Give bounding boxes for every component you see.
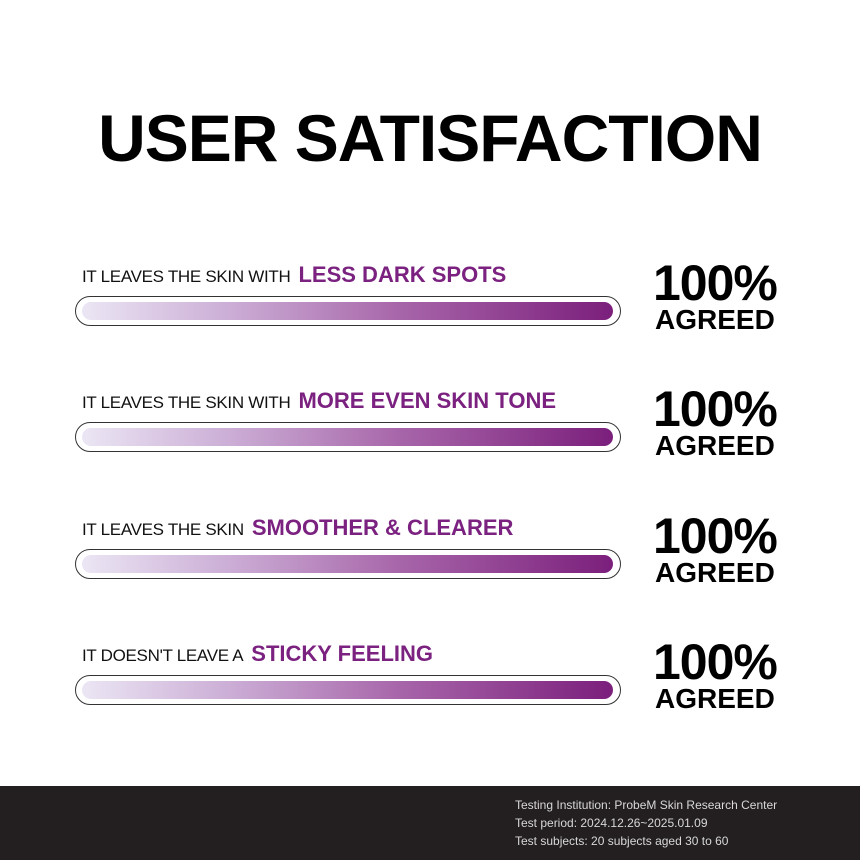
percent-value: 100% <box>653 508 778 564</box>
percent-value: 100% <box>653 381 778 437</box>
statement: IT LEAVES THE SKIN WITH MORE EVEN SKIN TO… <box>82 388 556 418</box>
statement-highlight: LESS DARK SPOTS <box>298 262 507 287</box>
test-subjects: Test subjects: 20 subjects aged 30 to 60 <box>515 834 729 848</box>
progress-bar <box>75 296 621 326</box>
testing-institution: Testing Institution: ProbeM Skin Researc… <box>515 798 778 812</box>
statement: IT DOESN'T LEAVE A STICKY FEELING <box>82 641 433 671</box>
statement-highlight: STICKY FEELING <box>251 641 434 666</box>
statement-highlight: SMOOTHER & CLEARER <box>251 515 514 540</box>
statement: IT LEAVES THE SKIN WITH LESS DARK SPOTS <box>82 262 506 292</box>
progress-bar <box>75 549 621 579</box>
satisfaction-row: IT DOESN'T LEAVE A STICKY FEELING 100% AG… <box>0 637 860 721</box>
statement-prefix: IT LEAVES THE SKIN WITH <box>82 267 291 286</box>
satisfaction-row: IT LEAVES THE SKIN WITH LESS DARK SPOTS 1… <box>0 258 860 342</box>
agreed-label: AGREED <box>655 683 775 714</box>
statement-prefix: IT LEAVES THE SKIN <box>82 520 244 539</box>
statement: IT LEAVES THE SKIN SMOOTHER & CLEARER <box>82 515 513 545</box>
page-title: USER SATISFACTION <box>98 101 763 175</box>
satisfaction-row: IT LEAVES THE SKIN WITH MORE EVEN SKIN TO… <box>0 384 860 468</box>
test-period: Test period: 2024.12.26~2025.01.09 <box>515 816 708 830</box>
statement-highlight: MORE EVEN SKIN TONE <box>298 388 557 413</box>
progress-fill <box>82 555 613 573</box>
progress-bar <box>75 422 621 452</box>
agreed-label: AGREED <box>655 430 775 461</box>
agreed-label: AGREED <box>655 557 775 588</box>
satisfaction-row: IT LEAVES THE SKIN SMOOTHER & CLEARER 100… <box>0 511 860 595</box>
percent-value: 100% <box>653 255 778 311</box>
statement-prefix: IT DOESN'T LEAVE A <box>82 646 244 665</box>
statement-prefix: IT LEAVES THE SKIN WITH <box>82 393 291 412</box>
progress-bar <box>75 675 621 705</box>
progress-fill <box>82 681 613 699</box>
footer: Testing Institution: ProbeM Skin Researc… <box>0 786 860 860</box>
agreed-label: AGREED <box>655 304 775 335</box>
progress-fill <box>82 428 613 446</box>
percent-value: 100% <box>653 634 778 690</box>
progress-fill <box>82 302 613 320</box>
